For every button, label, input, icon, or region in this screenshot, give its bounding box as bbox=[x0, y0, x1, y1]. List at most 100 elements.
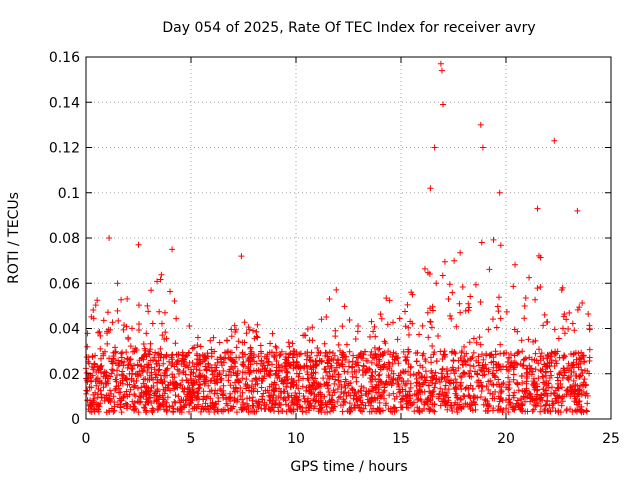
data-point bbox=[449, 289, 456, 296]
data-point bbox=[337, 393, 344, 400]
data-point bbox=[547, 408, 554, 415]
data-point bbox=[396, 375, 403, 382]
y-tick-label: 0.06 bbox=[49, 276, 80, 292]
data-point bbox=[339, 408, 346, 415]
data-point bbox=[325, 388, 332, 395]
data-point bbox=[128, 325, 135, 332]
data-point bbox=[235, 378, 242, 385]
data-point bbox=[522, 398, 529, 405]
data-point bbox=[584, 400, 591, 407]
data-point bbox=[108, 358, 115, 365]
data-point bbox=[544, 407, 551, 414]
data-point bbox=[335, 356, 342, 363]
data-point bbox=[190, 369, 197, 376]
data-point bbox=[206, 408, 213, 415]
data-point bbox=[193, 366, 200, 373]
data-point bbox=[468, 373, 475, 380]
data-point bbox=[357, 353, 364, 360]
data-point bbox=[217, 354, 224, 361]
data-point bbox=[506, 363, 513, 370]
y-tick-label: 0.08 bbox=[49, 231, 80, 247]
data-point bbox=[152, 349, 159, 356]
data-point bbox=[355, 322, 362, 329]
data-point bbox=[564, 375, 571, 382]
data-point bbox=[579, 300, 586, 307]
data-point bbox=[284, 369, 291, 376]
data-point bbox=[293, 358, 300, 365]
data-point bbox=[100, 317, 107, 324]
data-point bbox=[196, 359, 203, 366]
data-point bbox=[162, 329, 169, 336]
data-point bbox=[317, 358, 324, 365]
data-point bbox=[396, 315, 403, 322]
data-point bbox=[335, 371, 342, 378]
data-point bbox=[559, 384, 566, 391]
data-point bbox=[134, 361, 141, 368]
data-point bbox=[276, 385, 283, 392]
data-point bbox=[574, 306, 581, 313]
data-point bbox=[443, 390, 450, 397]
y-tick-label: 0.14 bbox=[49, 95, 80, 111]
data-point bbox=[485, 326, 492, 333]
data-point bbox=[479, 362, 486, 369]
data-point bbox=[322, 365, 329, 372]
data-point bbox=[245, 365, 252, 372]
data-point bbox=[437, 402, 444, 409]
data-point bbox=[119, 368, 126, 375]
data-point bbox=[425, 382, 432, 389]
data-point bbox=[506, 384, 513, 391]
data-point bbox=[428, 359, 435, 366]
data-point bbox=[517, 360, 524, 367]
data-point bbox=[135, 241, 142, 248]
data-point bbox=[524, 366, 531, 373]
data-point bbox=[436, 379, 443, 386]
data-point bbox=[203, 366, 210, 373]
data-point bbox=[332, 376, 339, 383]
data-point bbox=[451, 257, 458, 264]
data-point bbox=[323, 313, 330, 320]
data-point bbox=[497, 341, 504, 348]
data-point bbox=[131, 348, 138, 355]
data-point bbox=[353, 368, 360, 375]
data-point bbox=[185, 386, 192, 393]
data-point bbox=[490, 364, 497, 371]
data-point bbox=[431, 349, 438, 356]
data-point bbox=[555, 335, 562, 342]
data-point bbox=[438, 375, 445, 382]
data-point bbox=[520, 357, 527, 364]
data-point bbox=[331, 380, 338, 387]
data-point bbox=[194, 342, 201, 349]
data-point bbox=[326, 368, 333, 375]
data-point bbox=[138, 384, 145, 391]
data-point bbox=[157, 354, 164, 361]
data-point bbox=[570, 359, 577, 366]
data-point bbox=[565, 367, 572, 374]
data-point bbox=[405, 360, 412, 367]
data-point bbox=[120, 372, 127, 379]
data-point bbox=[140, 340, 147, 347]
data-point bbox=[523, 387, 530, 394]
data-point bbox=[514, 379, 521, 386]
data-point bbox=[390, 376, 397, 383]
data-point bbox=[514, 350, 521, 357]
data-point bbox=[418, 374, 425, 381]
data-point bbox=[477, 366, 484, 373]
data-point bbox=[86, 383, 93, 390]
data-point bbox=[342, 378, 349, 385]
data-point bbox=[368, 378, 375, 385]
data-point bbox=[360, 384, 367, 391]
data-point bbox=[136, 399, 143, 406]
data-point bbox=[414, 349, 421, 356]
data-point bbox=[257, 342, 264, 349]
data-point bbox=[452, 376, 459, 383]
data-point bbox=[400, 368, 407, 375]
data-point bbox=[283, 360, 290, 367]
data-point bbox=[239, 339, 246, 346]
data-point bbox=[570, 377, 577, 384]
data-point bbox=[109, 366, 116, 373]
data-point bbox=[552, 407, 559, 414]
data-point bbox=[139, 368, 146, 375]
data-point bbox=[463, 361, 470, 368]
data-point bbox=[406, 388, 413, 395]
